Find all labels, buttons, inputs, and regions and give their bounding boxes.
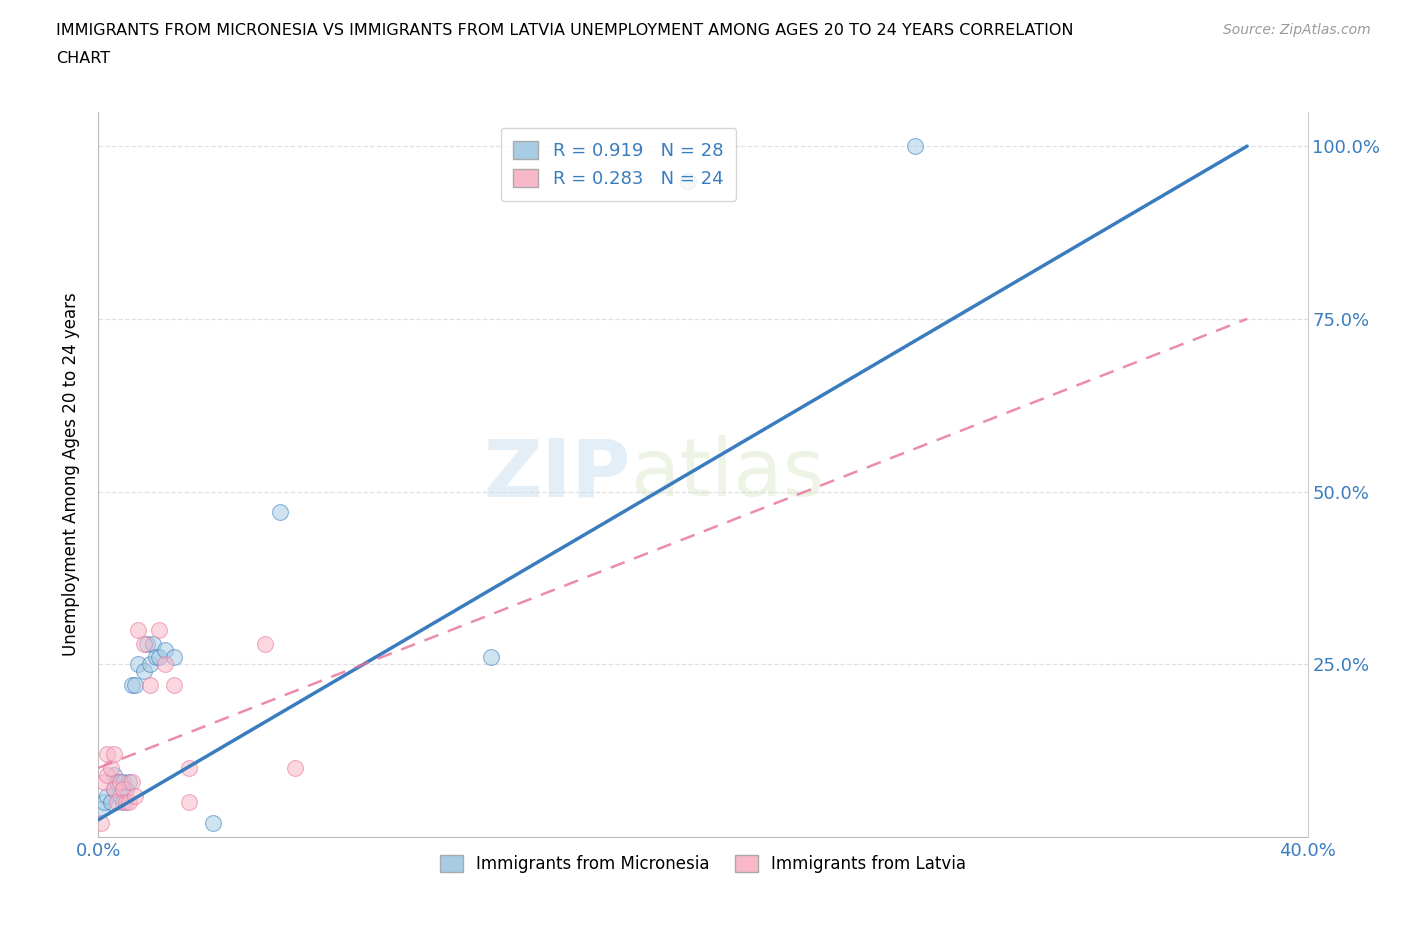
Point	[100, 795, 122, 810]
Text: ZIP: ZIP	[484, 435, 630, 513]
Text: IMMIGRANTS FROM MICRONESIA VS IMMIGRANTS FROM LATVIA UNEMPLOYMENT AMONG AGES 20 : IMMIGRANTS FROM MICRONESIA VS IMMIGRANTS…	[56, 23, 1074, 38]
Point	[179, 761, 201, 776]
Point	[96, 767, 118, 782]
Point	[111, 775, 134, 790]
Point	[118, 775, 141, 790]
Point	[90, 816, 112, 830]
Point	[96, 747, 118, 762]
Legend: Immigrants from Micronesia, Immigrants from Latvia: Immigrants from Micronesia, Immigrants f…	[433, 848, 973, 880]
Point	[111, 795, 134, 810]
Point	[90, 802, 112, 817]
Point	[202, 816, 225, 830]
Point	[114, 781, 136, 796]
Point	[148, 622, 170, 637]
Point	[148, 650, 170, 665]
Point	[103, 747, 125, 762]
Point	[121, 775, 143, 790]
Point	[904, 139, 927, 153]
Point	[108, 775, 131, 790]
Point	[676, 173, 699, 188]
Point	[139, 678, 162, 693]
Point	[114, 795, 136, 810]
Point	[103, 781, 125, 796]
Point	[105, 775, 128, 790]
Point	[103, 781, 125, 796]
Point	[142, 636, 165, 651]
Point	[124, 678, 146, 693]
Point	[124, 788, 146, 803]
Point	[153, 643, 176, 658]
Point	[93, 775, 115, 790]
Point	[139, 657, 162, 671]
Point	[163, 678, 186, 693]
Point	[127, 657, 149, 671]
Point	[253, 636, 276, 651]
Point	[111, 781, 134, 796]
Point	[132, 636, 155, 651]
Point	[127, 622, 149, 637]
Text: atlas: atlas	[630, 435, 825, 513]
Point	[103, 767, 125, 782]
Text: Source: ZipAtlas.com: Source: ZipAtlas.com	[1223, 23, 1371, 37]
Point	[105, 795, 128, 810]
Point	[96, 788, 118, 803]
Point	[108, 788, 131, 803]
Y-axis label: Unemployment Among Ages 20 to 24 years: Unemployment Among Ages 20 to 24 years	[62, 292, 80, 657]
Point	[163, 650, 186, 665]
Point	[118, 795, 141, 810]
Point	[100, 761, 122, 776]
Point	[481, 650, 503, 665]
Point	[93, 795, 115, 810]
Point	[132, 664, 155, 679]
Point	[135, 636, 157, 651]
Point	[284, 761, 307, 776]
Text: CHART: CHART	[56, 51, 110, 66]
Point	[153, 657, 176, 671]
Point	[269, 505, 291, 520]
Point	[179, 795, 201, 810]
Point	[121, 678, 143, 693]
Point	[145, 650, 167, 665]
